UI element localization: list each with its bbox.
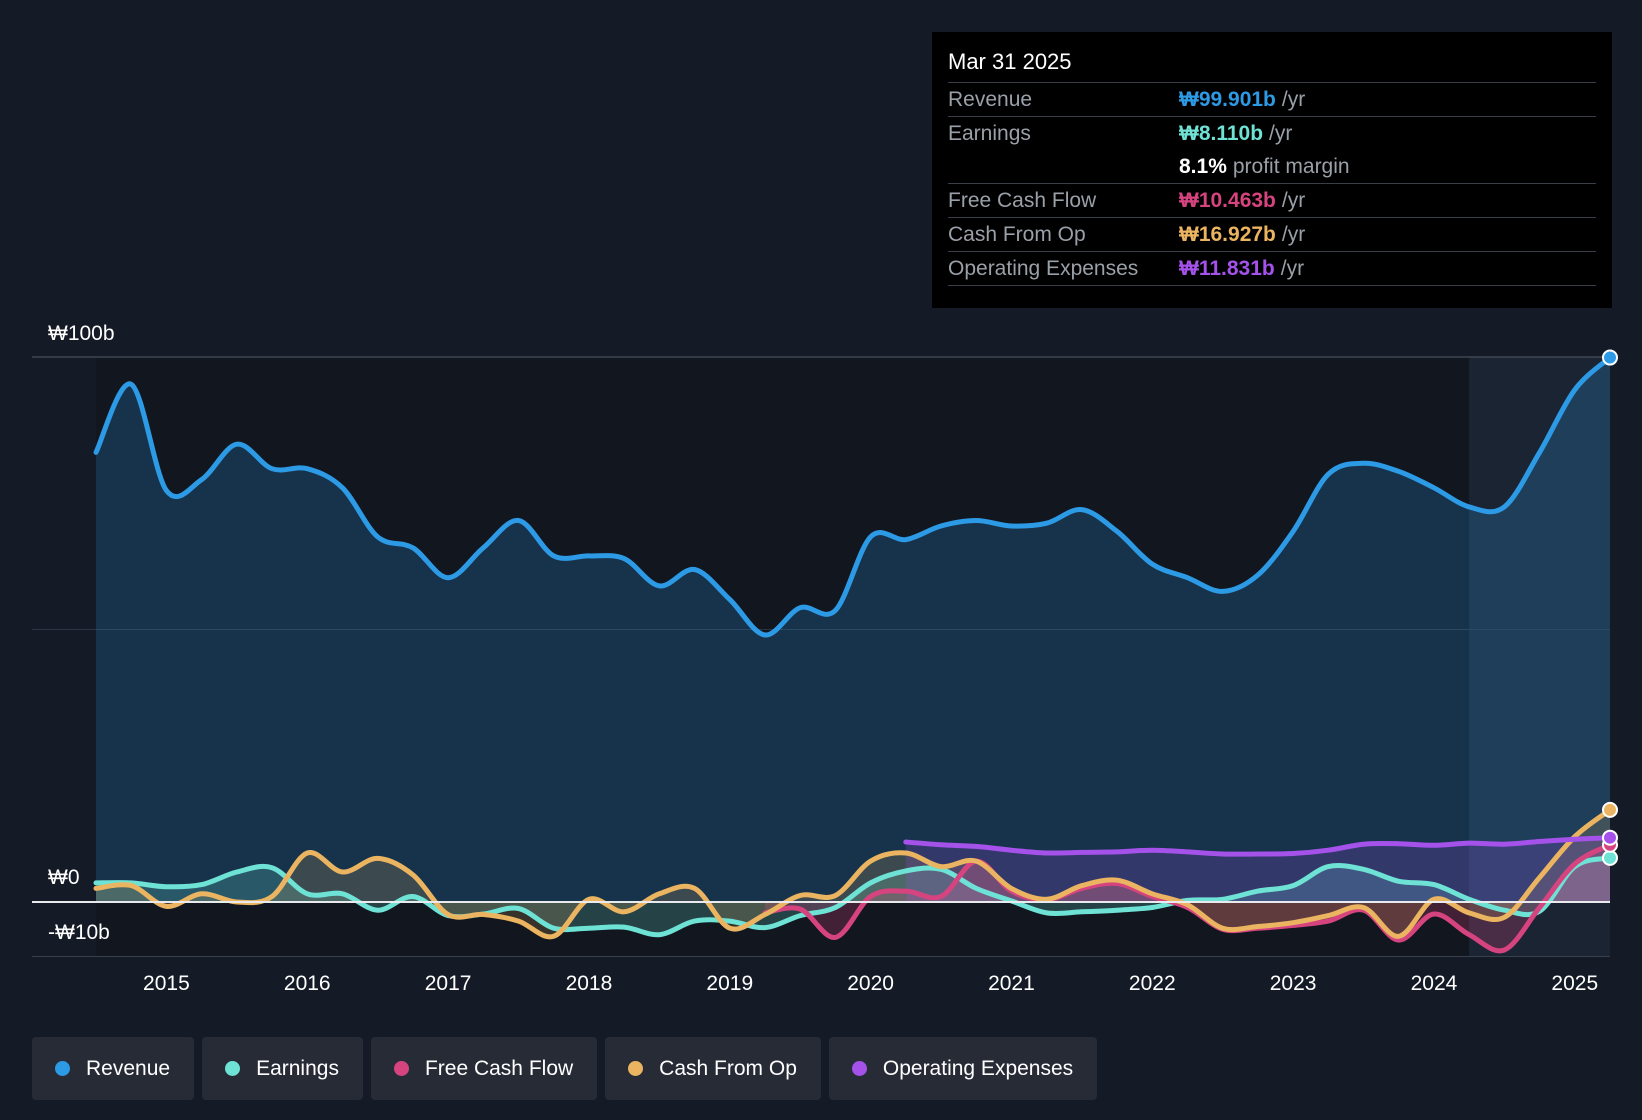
tooltip-row-cash-from-op: Cash From Op ₩16.927b /yr — [948, 218, 1596, 252]
data-tooltip: Mar 31 2025 Revenue ₩99.901b /yr Earning… — [932, 32, 1612, 308]
revenue-area — [96, 357, 1610, 902]
x-axis-tick-label: 2019 — [706, 972, 753, 995]
x-axis-tick-label: 2020 — [847, 972, 894, 995]
tooltip-row-free-cash-flow: Free Cash Flow ₩10.463b /yr — [948, 184, 1596, 218]
financial-line-chart: ₩100b ₩0 -₩10b 2015 2016 2017 2018 2019 2020 202… — [32, 322, 1618, 995]
tooltip-unit: /yr — [1269, 122, 1293, 145]
cash-from-op-area — [96, 809, 1610, 937]
legend-item-revenue[interactable]: Revenue — [32, 1037, 195, 1100]
tooltip-row-operating-expenses: Operating Expenses ₩11.831b /yr — [948, 252, 1596, 286]
revenue-dot-icon — [55, 1061, 70, 1076]
legend-label: Free Cash Flow — [424, 1056, 574, 1080]
legend-item-cash-from-op[interactable]: Cash From Op — [605, 1037, 821, 1100]
tooltip-label: Revenue — [948, 88, 1033, 111]
legend-label: Earnings — [256, 1056, 339, 1080]
earnings-end-point — [1602, 849, 1618, 866]
y-axis-label: -₩10b — [48, 921, 110, 944]
operating-expenses-dot-icon — [851, 1061, 867, 1076]
tooltip-label — [948, 150, 1179, 183]
tooltip-value: ₩10.463b — [1179, 189, 1276, 212]
tooltip-label: Cash From Op — [948, 223, 1086, 246]
tooltip-value: 8.1% — [1179, 155, 1227, 178]
tooltip-unit: /yr — [1281, 223, 1306, 246]
tooltip-row-profit-margin: 8.1% profit margin — [948, 150, 1596, 184]
tooltip-value: ₩11.831b — [1179, 257, 1275, 280]
free-cash-flow-dot-icon — [393, 1061, 409, 1076]
tooltip-row-revenue: Revenue ₩99.901b /yr — [948, 83, 1596, 117]
revenue-line — [93, 355, 1613, 638]
x-axis-tick-label: 2015 — [143, 972, 190, 995]
tooltip-value: ₩8.110b — [1179, 122, 1264, 145]
free-cash-flow-area — [765, 844, 1610, 951]
x-axis-tick-label: 2024 — [1411, 972, 1458, 995]
tooltip-unit: profit margin — [1232, 155, 1350, 178]
legend-item-operating-expenses[interactable]: Operating Expenses — [828, 1037, 1098, 1100]
x-axis-tick-label: 2022 — [1129, 972, 1176, 995]
cash-from-op-line — [93, 807, 1613, 940]
tooltip-unit: /yr — [1280, 257, 1305, 280]
earnings-line — [93, 855, 1613, 938]
legend-label: Cash From Op — [659, 1056, 797, 1080]
tooltip-label: Earnings — [948, 122, 1031, 145]
x-axis-tick-label: 2025 — [1551, 972, 1598, 995]
x-axis-tick-label: 2018 — [566, 972, 613, 995]
earnings-dot-icon — [225, 1061, 241, 1076]
tooltip-unit: /yr — [1281, 88, 1306, 111]
revenue-end-point — [1602, 349, 1618, 366]
chart-legend: Revenue Earnings Free Cash Flow Cash Fro… — [32, 1037, 1098, 1100]
y-axis-label: ₩100b — [48, 322, 115, 345]
x-axis-tick-label: 2016 — [284, 972, 331, 995]
operating-expenses-line — [903, 835, 1613, 857]
tooltip-unit: /yr — [1281, 189, 1306, 212]
cash-from-op-dot-icon — [628, 1061, 644, 1076]
x-axis-tick-label: 2017 — [425, 972, 472, 995]
tooltip-label: Operating Expenses — [948, 257, 1139, 280]
tooltip-value: ₩16.927b — [1179, 223, 1276, 246]
cash-from-op-end-point — [1602, 801, 1618, 818]
operating-expenses-end-point — [1602, 829, 1618, 846]
legend-item-earnings[interactable]: Earnings — [202, 1037, 363, 1100]
tooltip-value: ₩99.901b — [1179, 88, 1276, 111]
legend-label: Revenue — [86, 1056, 171, 1080]
tooltip-date: Mar 31 2025 — [948, 46, 1596, 83]
plot-background — [96, 357, 1610, 957]
tooltip-row-earnings: Earnings ₩8.110b /yr — [948, 117, 1596, 150]
legend-item-free-cash-flow[interactable]: Free Cash Flow — [370, 1037, 598, 1100]
y-axis-label: ₩0 — [48, 866, 80, 889]
tooltip-label: Free Cash Flow — [948, 189, 1097, 212]
legend-label: Operating Expenses — [882, 1056, 1074, 1080]
x-axis-tick-label: 2023 — [1270, 972, 1317, 995]
x-axis-tick-label: 2021 — [988, 972, 1035, 995]
